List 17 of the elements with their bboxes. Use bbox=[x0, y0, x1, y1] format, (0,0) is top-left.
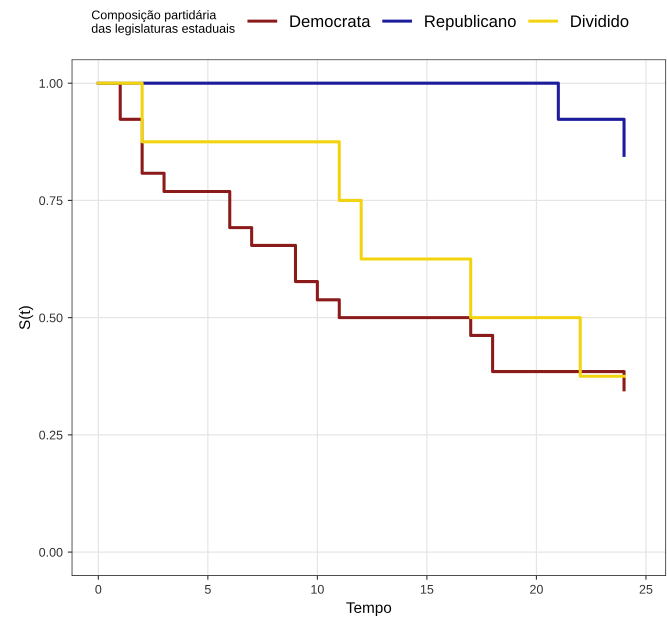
y-tick-label: 0.25 bbox=[39, 430, 62, 440]
x-tick-label: 25 bbox=[640, 584, 652, 594]
x-axis-title: Tempo bbox=[346, 602, 392, 616]
x-tick-label: 5 bbox=[204, 585, 211, 594]
legend-label: Dividido bbox=[571, 14, 628, 28]
x-tick-label: 10 bbox=[311, 584, 324, 594]
y-tick-label: 0.00 bbox=[39, 548, 63, 557]
legend-label: Democrata bbox=[290, 16, 370, 28]
y-axis-title: S(t) bbox=[18, 306, 34, 330]
y-tick-label: 0.75 bbox=[39, 196, 62, 206]
y-tick-label: 1.00 bbox=[40, 79, 63, 88]
x-tick-label: 0 bbox=[95, 584, 102, 594]
y-tick-label: 0.50 bbox=[39, 313, 63, 322]
legend-title: Composição partidária das legislaturas estaduais bbox=[92, 10, 235, 36]
legend-label: Republicano bbox=[425, 14, 516, 30]
x-tick-label: 20 bbox=[530, 584, 543, 594]
x-tick-label: 15 bbox=[420, 585, 434, 594]
